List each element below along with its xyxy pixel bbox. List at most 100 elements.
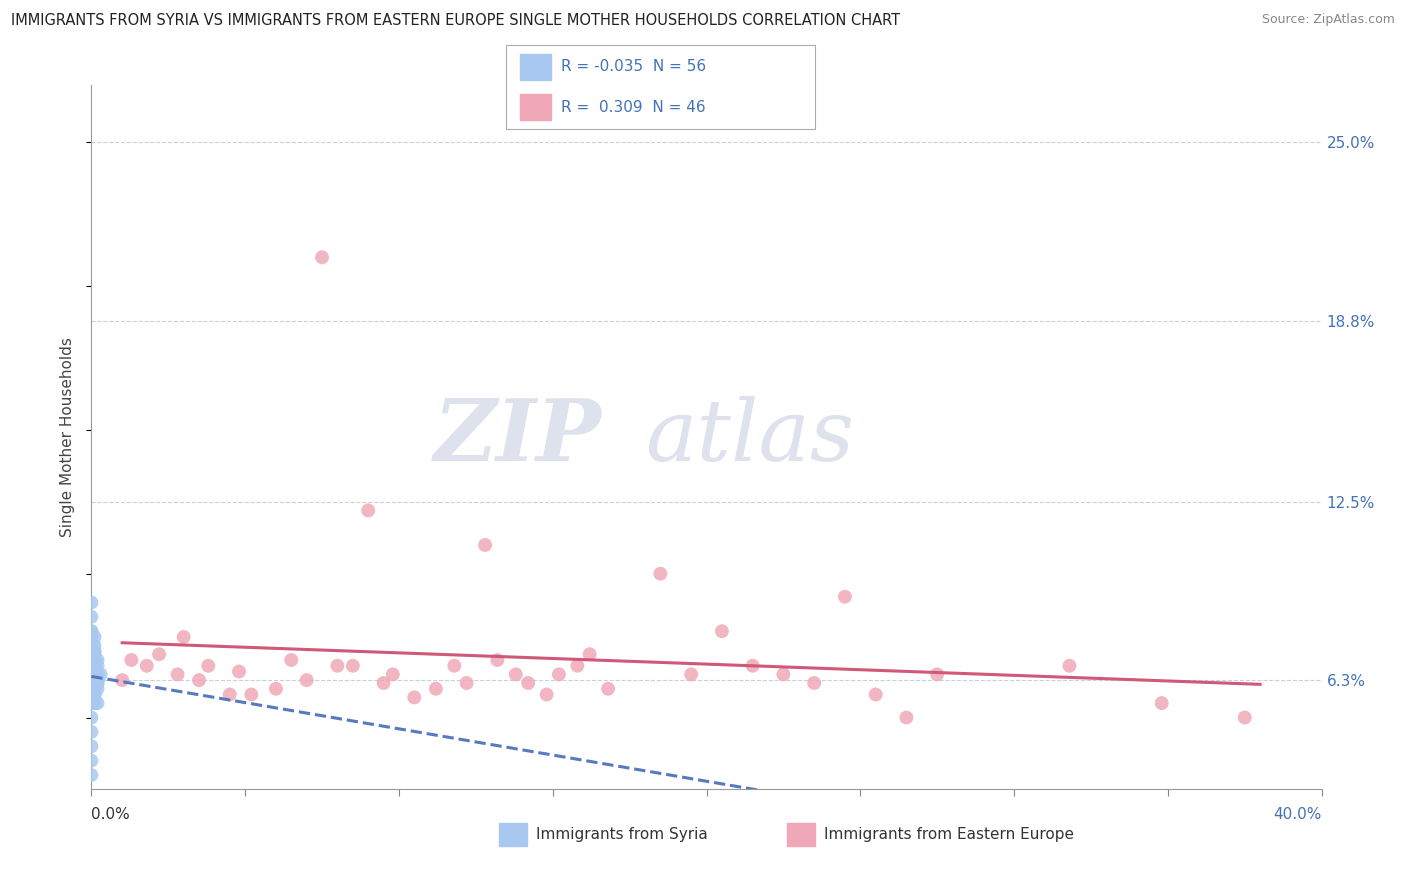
Point: [83, 658, 105, 673]
Point: [83, 688, 105, 702]
Point: [80, 710, 103, 724]
Text: 40.0%: 40.0%: [1274, 807, 1322, 822]
Point: [896, 710, 918, 724]
Text: R = -0.035  N = 56: R = -0.035 N = 56: [561, 60, 706, 74]
Point: [86, 667, 108, 681]
Point: [1059, 658, 1081, 673]
Point: [83, 696, 105, 710]
Text: IMMIGRANTS FROM SYRIA VS IMMIGRANTS FROM EASTERN EUROPE SINGLE MOTHER HOUSEHOLDS: IMMIGRANTS FROM SYRIA VS IMMIGRANTS FROM…: [11, 13, 900, 29]
Point: [83, 658, 105, 673]
Point: [83, 688, 105, 702]
Point: [803, 676, 825, 690]
Text: ZIP: ZIP: [434, 395, 602, 479]
Point: [80, 647, 103, 661]
Point: [240, 688, 263, 702]
Point: [456, 676, 478, 690]
Point: [83, 658, 105, 673]
Text: R =  0.309  N = 46: R = 0.309 N = 46: [561, 100, 706, 114]
Point: [86, 676, 108, 690]
Point: [120, 653, 142, 667]
Point: [311, 250, 333, 264]
Point: [80, 624, 103, 639]
Point: [80, 696, 103, 710]
Point: [80, 647, 103, 661]
Text: Immigrants from Syria: Immigrants from Syria: [536, 828, 707, 842]
Point: [86, 673, 108, 687]
Point: [83, 681, 105, 696]
Point: [1233, 710, 1256, 724]
Point: [83, 676, 105, 690]
Y-axis label: Single Mother Households: Single Mother Households: [60, 337, 76, 537]
Point: [83, 644, 105, 658]
Point: [264, 681, 287, 696]
Point: [295, 673, 318, 687]
Point: [505, 667, 527, 681]
Point: [710, 624, 733, 639]
Point: [83, 696, 105, 710]
Point: [83, 688, 105, 702]
Point: [650, 566, 672, 581]
Point: [83, 667, 105, 681]
Point: [1150, 696, 1173, 710]
Point: [166, 667, 188, 681]
Point: [83, 696, 105, 710]
Point: [80, 725, 103, 739]
Point: [83, 653, 105, 667]
Point: [86, 653, 108, 667]
Point: [80, 639, 103, 653]
Point: [80, 667, 103, 681]
Point: [567, 658, 589, 673]
Point: [404, 690, 426, 705]
Point: [681, 667, 703, 681]
Point: [80, 610, 103, 624]
Point: [83, 630, 105, 644]
Point: [83, 667, 105, 681]
Point: [741, 658, 763, 673]
Point: [86, 676, 108, 690]
Point: [86, 681, 108, 696]
Point: [80, 676, 103, 690]
Point: [86, 658, 108, 673]
Point: [83, 658, 105, 673]
Point: [927, 667, 949, 681]
Point: [772, 667, 794, 681]
Text: atlas: atlas: [645, 396, 853, 478]
Point: [536, 688, 558, 702]
Point: [148, 647, 170, 661]
Point: [135, 658, 157, 673]
Text: Immigrants from Eastern Europe: Immigrants from Eastern Europe: [824, 828, 1074, 842]
Point: [86, 696, 108, 710]
Point: [596, 681, 619, 696]
Point: [83, 667, 105, 681]
Point: [474, 538, 496, 552]
Point: [80, 754, 103, 768]
Point: [865, 688, 887, 702]
Point: [218, 688, 240, 702]
Point: [80, 624, 103, 639]
Point: [197, 658, 219, 673]
Point: [80, 595, 103, 609]
Point: [83, 681, 105, 696]
Point: [83, 644, 105, 658]
Point: [443, 658, 465, 673]
Point: [173, 630, 195, 644]
Point: [83, 681, 105, 696]
Point: [228, 665, 250, 679]
Point: [83, 653, 105, 667]
Point: [83, 681, 105, 696]
Point: [83, 653, 105, 667]
Point: [381, 667, 404, 681]
Point: [83, 662, 105, 676]
Point: [280, 653, 302, 667]
Point: [188, 673, 211, 687]
Point: [111, 673, 134, 687]
Point: [83, 647, 105, 661]
Point: [90, 667, 112, 681]
Point: [80, 630, 103, 644]
Point: [486, 653, 509, 667]
Point: [547, 667, 569, 681]
Point: [83, 688, 105, 702]
Point: [80, 639, 103, 653]
Point: [425, 681, 447, 696]
Point: [83, 639, 105, 653]
